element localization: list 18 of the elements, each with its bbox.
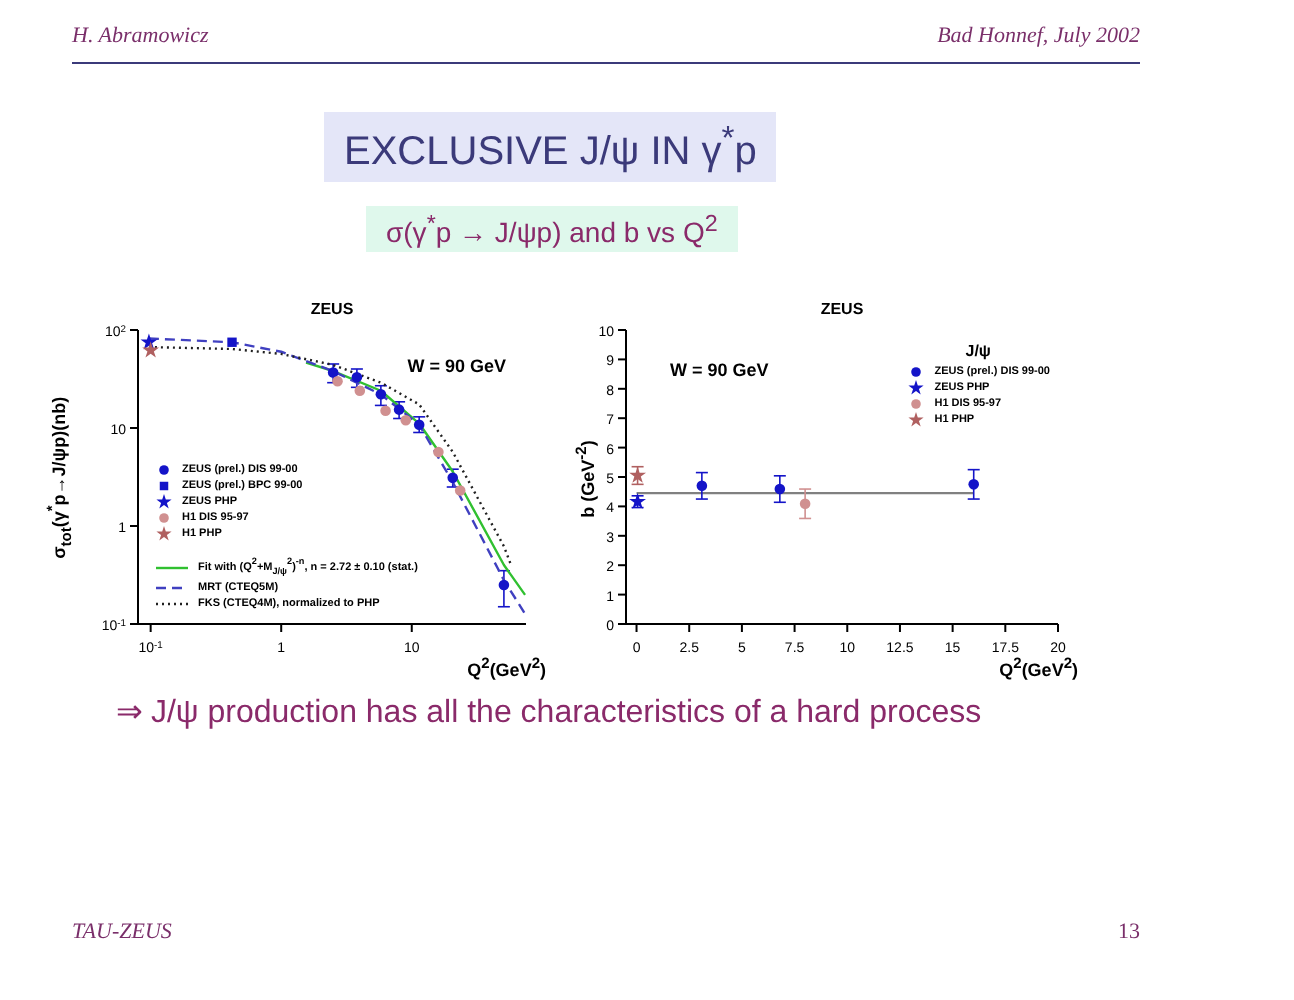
text: H. Abramowicz	[72, 24, 209, 48]
text: EXCLUSIVE J/ψ IN γ$^{*}$p	[344, 118, 757, 174]
text: 13	[1118, 920, 1140, 944]
annotation: W = 90 GeV	[670, 360, 769, 380]
point	[799, 498, 811, 510]
x-axis-title: Q$^{2}$(GeV$^{2}$)	[999, 654, 1078, 680]
x-axis-title: Q$^{2}$(GeV$^{2}$)	[467, 654, 546, 680]
text: σ(γ$^{*}$p → J/ψp) and b vs Q$^{2}$	[386, 210, 718, 248]
point	[968, 479, 979, 490]
chart-title: ZEUS	[310, 300, 354, 318]
legend-title: J/ψ	[965, 342, 991, 360]
point	[696, 480, 708, 492]
annotation: W = 90 GeV	[407, 356, 506, 376]
text: ⇒ J/ψ production has all the characteristics of a hard process	[116, 696, 982, 730]
chart-title: ZEUS	[820, 300, 864, 318]
text: TAU-ZEUS	[72, 920, 172, 944]
point	[774, 483, 786, 495]
text: Bad Honnef, July 2002	[937, 24, 1140, 48]
